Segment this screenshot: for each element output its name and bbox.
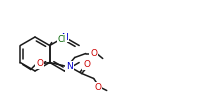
Text: N: N <box>66 62 73 71</box>
Text: O: O <box>36 59 43 68</box>
Text: Cl: Cl <box>58 35 66 44</box>
Text: O: O <box>83 60 90 69</box>
Text: O: O <box>94 83 101 92</box>
Text: N: N <box>61 33 68 41</box>
Text: O: O <box>90 49 97 58</box>
